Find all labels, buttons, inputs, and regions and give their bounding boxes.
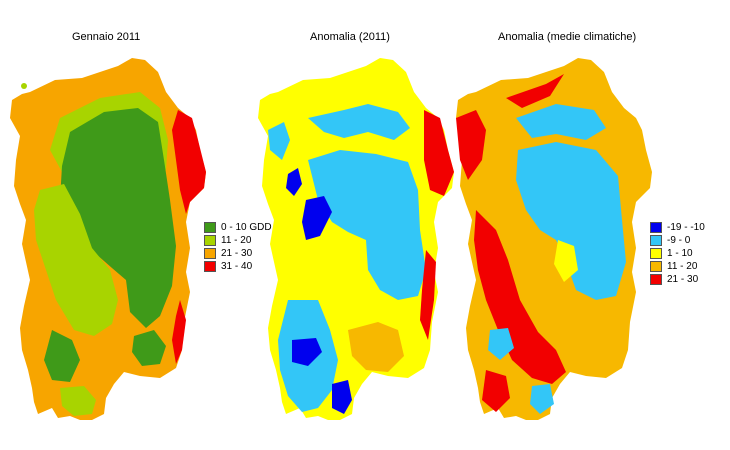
region-1-10-center [554,240,578,282]
region-strong-neg-south [332,380,352,414]
region-hot-west-coast-2 [474,210,566,384]
legend-anomalia-swatch [650,235,662,246]
legend-gennaio-item: 31 - 40 [204,260,272,273]
region-warm-southeast [348,322,404,372]
region-11-20-southwest [60,386,96,416]
legend-anomalia-label: -9 - 0 [667,235,691,246]
region-0-10-central [60,108,176,328]
legend-anomalia-swatch [650,261,662,272]
legend-gennaio-item: 11 - 20 [204,234,272,247]
region-31-40-east-coast [172,110,206,214]
legend-anomalia-swatch [650,274,662,285]
region-hot-south [482,370,510,412]
region-warm-east-coast [424,110,454,196]
legend-gennaio-swatch [204,248,216,259]
legend-gennaio: 0 - 10 GDD 11 - 20 21 - 30 31 - 40 [204,221,272,273]
legend-gennaio-label: 21 - 30 [221,248,253,259]
region-strong-neg-center [302,196,332,240]
region-strong-neg-southwest [292,338,322,366]
legend-anomalia-label: 11 - 20 [667,261,698,272]
map-anomalia-medie [456,58,652,420]
legend-gennaio-item: 21 - 30 [204,247,272,260]
legend-anomalia-item: 21 - 30 [650,273,705,286]
legend-gennaio-label: 11 - 20 [221,235,252,246]
region-neg-north [308,104,410,140]
region-31-40-east-coast-south [172,300,186,364]
legend-anomalia-item: -9 - 0 [650,234,705,247]
region-hot-north-coast [506,74,564,108]
region-neg-center [516,142,626,300]
panel-title-gennaio: Gennaio 2011 [72,31,141,43]
region-0-10-southeast [132,330,166,366]
legend-gennaio-swatch [204,235,216,246]
legend-gennaio-label: 0 - 10 GDD [221,222,272,233]
legend-gennaio-item: 0 - 10 GDD [204,221,272,234]
region-neg-north [516,104,606,140]
legend-anomalia-label: 1 - 10 [667,248,693,259]
region-11-20-central [34,184,118,336]
legend-anomalia-swatch [650,222,662,233]
map-gennaio-2011 [10,58,206,420]
legend-anomalia-item: 1 - 10 [650,247,705,260]
legend-anomalia-item: -19 - -10 [650,221,705,234]
legend-gennaio-swatch [204,222,216,233]
region-0-10-southwest [44,330,80,382]
region-neg-center [308,150,426,300]
region-neg-south [530,384,554,414]
legend-anomalia-label: -19 - -10 [667,222,705,233]
region-strong-neg-west [286,168,302,196]
legend-anomalia-item: 11 - 20 [650,260,705,273]
legend-anomalia: -19 - -10 -9 - 0 1 - 10 11 - 20 21 - 30 [650,221,705,286]
legend-anomalia-swatch [650,248,662,259]
panel-title-anomalia-medie: Anomalia (medie climatiche) [498,31,637,43]
legend-gennaio-swatch [204,261,216,272]
region-hot-west-coast [456,110,486,180]
panel-title-anomalia-2011: Anomalia (2011) [310,31,390,43]
legend-anomalia-label: 21 - 30 [667,274,699,285]
region-neg-west [268,122,290,160]
region-neg-southwest [488,328,514,360]
legend-gennaio-label: 31 - 40 [221,261,253,272]
region-warm-east-coast-south [420,250,436,340]
map-anomalia-2011 [258,58,454,420]
